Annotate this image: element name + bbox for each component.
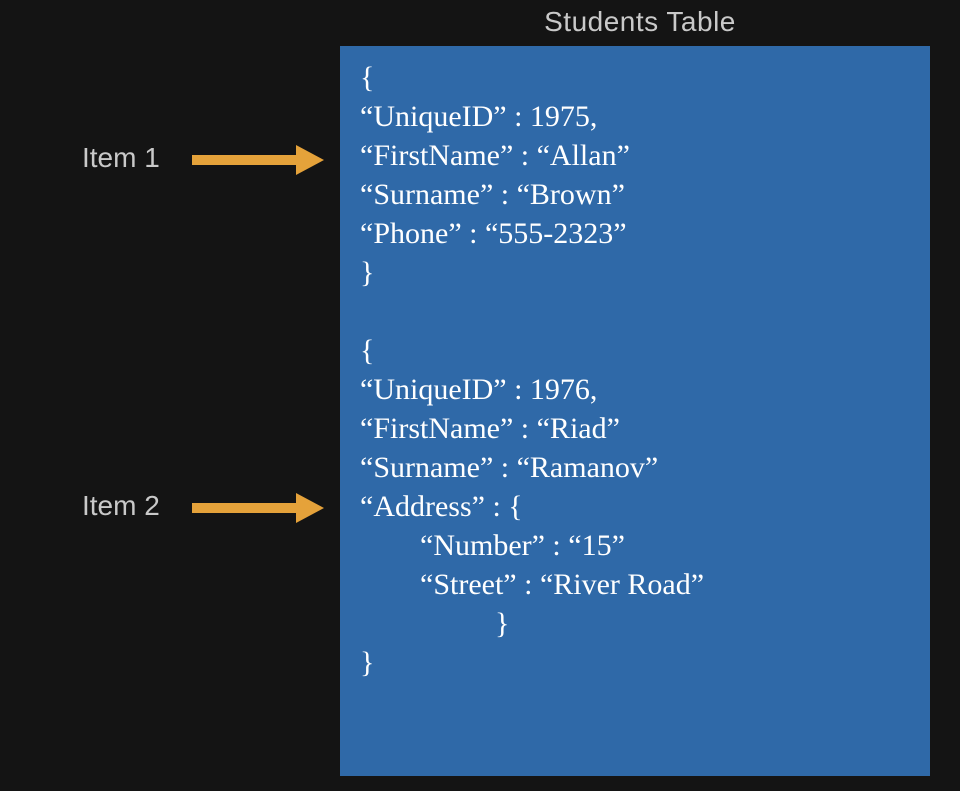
arrow-head [296,145,324,175]
arrow-shaft [192,155,298,165]
arrow-head [296,493,324,523]
item-2-label: Item 2 [82,490,160,522]
arrow-icon [192,155,322,165]
item-1-label: Item 1 [82,142,160,174]
arrow-shaft [192,503,298,513]
page-title: Students Table [340,6,940,38]
code-panel: { “UniqueID” : 1975, “FirstName” : “Alla… [340,46,930,776]
arrow-icon [192,503,322,513]
